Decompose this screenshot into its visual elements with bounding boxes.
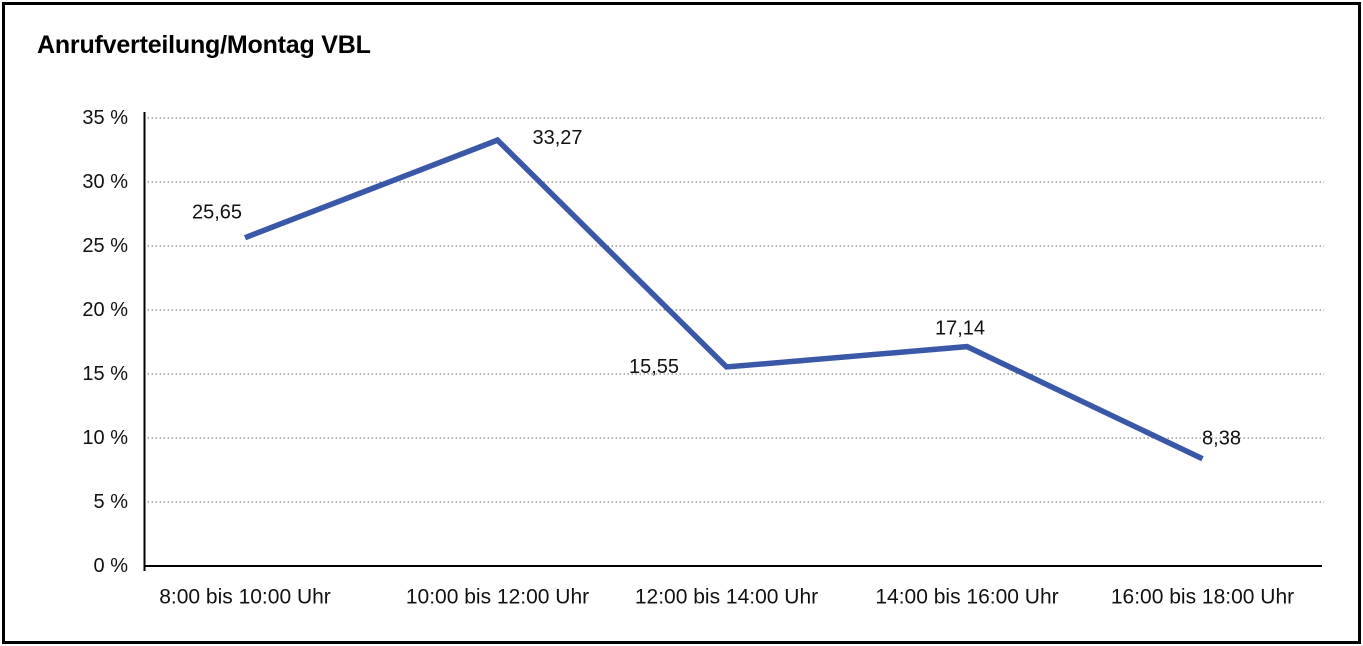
y-tick-label: 20 %	[82, 299, 128, 321]
data-point-label: 17,14	[935, 318, 985, 340]
y-tick-label: 25 %	[82, 235, 128, 257]
x-category-label: 16:00 bis 18:00 Uhr	[1111, 586, 1294, 609]
y-tick-label: 5 %	[94, 491, 129, 513]
x-category-label: 8:00 bis 10:00 Uhr	[159, 586, 331, 609]
data-point-label: 33,27	[532, 127, 582, 149]
data-point-label: 25,65	[192, 202, 242, 224]
data-point-label: 8,38	[1202, 428, 1241, 450]
data-line-series	[244, 136, 1204, 462]
chart-title: Anrufverteilung/Montag VBL	[37, 31, 371, 59]
x-category-label: 12:00 bis 14:00 Uhr	[635, 586, 818, 609]
x-category-label: 10:00 bis 12:00 Uhr	[406, 586, 589, 609]
y-tick-label: 35 %	[82, 107, 128, 129]
x-category-label: 14:00 bis 16:00 Uhr	[875, 586, 1058, 609]
y-tick-label: 10 %	[82, 427, 128, 449]
y-tick-label: 15 %	[82, 363, 128, 385]
y-tick-label: 0 %	[94, 555, 129, 577]
y-tick-label: 30 %	[82, 171, 128, 193]
data-point-label: 15,55	[629, 356, 679, 378]
